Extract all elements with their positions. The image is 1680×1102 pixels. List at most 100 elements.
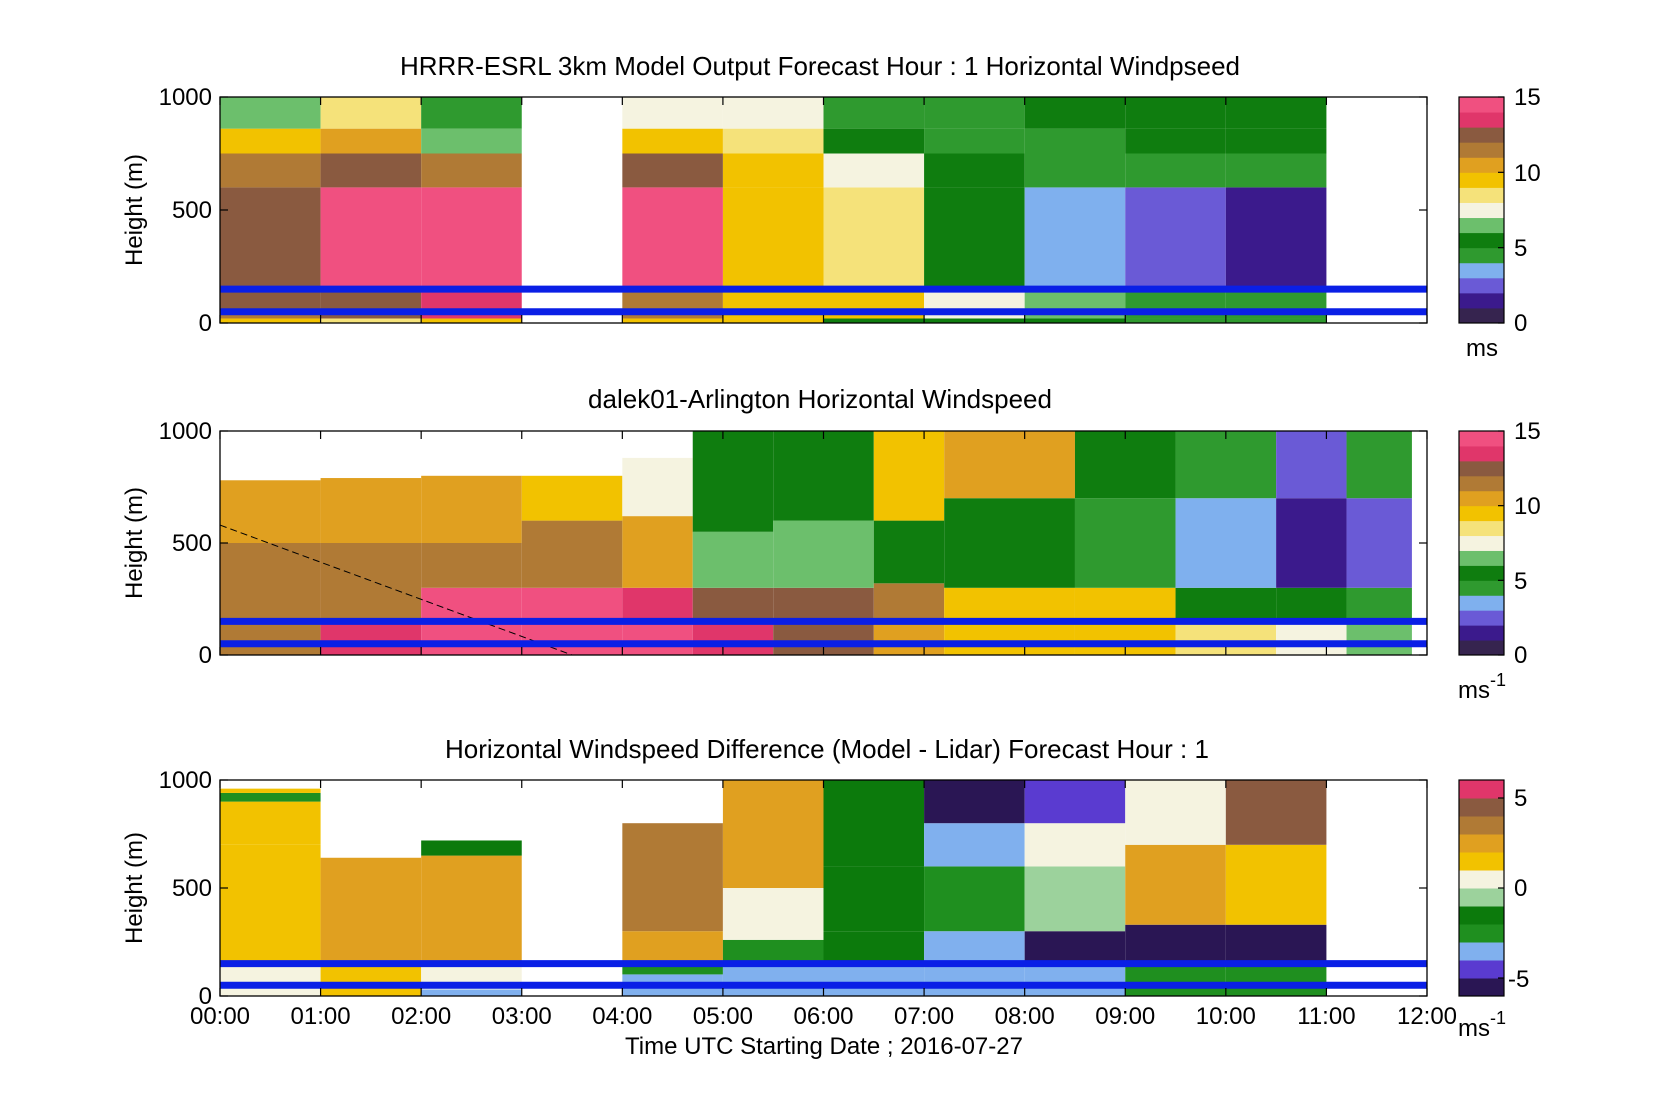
colorbar-swatch xyxy=(1459,460,1504,477)
colorbar-unit-exponent: -1 xyxy=(1490,1008,1506,1028)
heatmap-cell xyxy=(1276,431,1347,499)
colorbar-swatch xyxy=(1459,232,1504,249)
threshold-lines xyxy=(220,617,1427,648)
heatmap-cell xyxy=(692,431,774,532)
colorbar-swatch xyxy=(1459,870,1504,889)
heatmap-cell xyxy=(421,97,522,129)
colorbar: -5 0 5 ms-1 xyxy=(1458,779,1529,1042)
panel-title: HRRR-ESRL 3km Model Output Forecast Hour… xyxy=(400,51,1240,81)
heatmap-cell xyxy=(1225,128,1327,154)
heatmap-cell xyxy=(622,931,723,964)
colorbar-swatch xyxy=(1459,307,1504,324)
heatmap-cell xyxy=(220,963,321,996)
heatmap-cell xyxy=(1125,963,1226,996)
colorbar-swatch xyxy=(1459,906,1504,925)
panel-lidar: dalek01-Arlington Horizontal Windspeed 0… xyxy=(121,384,1541,704)
heatmap-cell xyxy=(320,963,422,996)
heatmap-cell xyxy=(722,318,824,323)
heatmap-cell xyxy=(692,621,774,655)
y-tick-label: 0 xyxy=(199,642,212,669)
panel-title: Horizontal Windspeed Difference (Model -… xyxy=(445,734,1209,764)
heatmap-cell xyxy=(924,153,1025,188)
heatmap-cell xyxy=(320,857,422,964)
colorbar-swatch xyxy=(1459,780,1504,799)
heatmap-cell xyxy=(421,587,522,622)
heatmap-cell xyxy=(722,780,824,888)
x-tick-labels: 00:00 01:00 02:00 03:00 04:00 05:00 06:00 07:00… xyxy=(190,1003,1457,1030)
colorbar-gradient xyxy=(1459,96,1504,324)
y-axis-label: Height (m) xyxy=(121,487,148,599)
heatmap-cell xyxy=(421,989,522,996)
heatmap-cell xyxy=(924,128,1025,154)
colorbar-unit-base: ms xyxy=(1458,1015,1490,1042)
x-tick-label: 05:00 xyxy=(693,1003,753,1030)
heatmap-cell xyxy=(521,475,623,521)
heatmap-cell xyxy=(1125,187,1226,290)
heatmap-cell xyxy=(622,457,693,517)
heatmap-cell xyxy=(622,516,693,588)
heatmap-cell xyxy=(622,823,723,932)
heatmap-cell xyxy=(521,520,623,588)
panel-title: dalek01-Arlington Horizontal Windspeed xyxy=(588,384,1052,414)
heatmap-cell xyxy=(1125,780,1226,845)
colorbar-swatch xyxy=(1459,852,1504,871)
colorbar-swatch xyxy=(1459,834,1504,853)
heatmap-cell xyxy=(1346,621,1412,655)
y-axis: 0 500 1000 Height (m) xyxy=(121,767,212,1010)
colorbar-swatch xyxy=(1459,127,1504,143)
heatmap-cell xyxy=(773,520,874,588)
x-tick-label: 07:00 xyxy=(894,1003,954,1030)
heatmap-cell xyxy=(924,823,1025,867)
heatmap-cell xyxy=(1024,97,1126,129)
heatmap-cell xyxy=(1024,187,1126,290)
colorbar-swatch xyxy=(1459,292,1504,309)
heatmap-cell xyxy=(873,520,945,584)
heatmap-cell xyxy=(1074,431,1176,499)
colorbar-gradient xyxy=(1459,780,1504,997)
heatmap-cell xyxy=(1024,963,1126,996)
heatmap-cell xyxy=(722,97,824,129)
x-tick-label: 12:00 xyxy=(1397,1003,1457,1030)
colorbar-frame xyxy=(1458,96,1505,324)
colorbar-swatch xyxy=(1459,610,1504,626)
heatmap-cell xyxy=(220,313,321,319)
colorbar-swatch xyxy=(1459,640,1504,656)
heatmap-cell xyxy=(722,187,824,290)
x-tick-label: 04:00 xyxy=(592,1003,652,1030)
heatmap-cell xyxy=(722,888,824,940)
heatmap-cell xyxy=(622,963,723,975)
colorbar-swatch xyxy=(1459,535,1504,551)
y-tick-label: 0 xyxy=(199,983,212,1010)
colorbar: 0 5 10 15 ms-1 xyxy=(1458,418,1541,704)
heatmap-cell xyxy=(1225,780,1327,845)
x-tick-label: 03:00 xyxy=(492,1003,552,1030)
heatmap-cell xyxy=(622,153,723,188)
x-tick-label: 02:00 xyxy=(391,1003,451,1030)
x-tick-label: 01:00 xyxy=(291,1003,351,1030)
heatmap-cell xyxy=(1074,498,1176,588)
y-tick-label: 0 xyxy=(199,310,212,337)
heatmap-cell xyxy=(944,498,1075,588)
colorbar-tick: 10 xyxy=(1514,493,1541,520)
heatmap-cell xyxy=(320,153,422,188)
colorbar-unit: ms xyxy=(1466,335,1498,362)
heatmap-cell xyxy=(1225,844,1327,925)
threshold-lines xyxy=(220,285,1427,316)
x-tick-label: 00:00 xyxy=(190,1003,250,1030)
heatmap-cell xyxy=(1225,963,1327,996)
colorbar-swatch xyxy=(1459,960,1504,979)
heatmap-cell xyxy=(622,97,723,129)
heatmap-cell xyxy=(1346,587,1412,622)
colorbar-swatch xyxy=(1459,97,1504,113)
colorbar-frame xyxy=(1458,430,1505,656)
colorbar-tick: 10 xyxy=(1514,160,1541,187)
threshold-lines xyxy=(220,960,1427,989)
colorbar-swatch xyxy=(1459,172,1504,188)
colorbar-swatch xyxy=(1459,217,1504,234)
heatmap-cell xyxy=(220,318,321,323)
heatmap-cell xyxy=(722,153,824,188)
y-tick-label: 1000 xyxy=(159,418,212,445)
heatmap-cell xyxy=(220,844,321,964)
heatmap-cell xyxy=(622,587,693,622)
heatmap-cell xyxy=(924,931,1025,964)
